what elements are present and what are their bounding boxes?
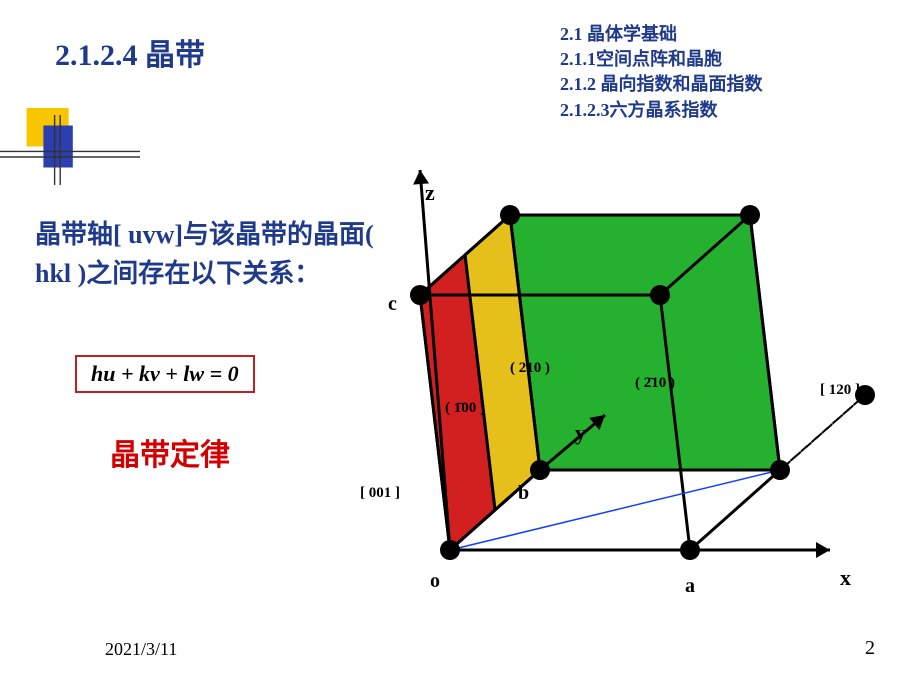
toc-block: 2.1 晶体学基础 2.1.1空间点阵和晶胞 2.1.2 晶向指数和晶面指数 2… <box>560 22 763 123</box>
diagram-label: b <box>518 482 529 505</box>
equation-box: hu + kv + lw = 0 <box>75 355 255 393</box>
diagram-label: c <box>388 293 397 316</box>
law-text: 晶带定律 <box>110 430 230 474</box>
diagram-label: x <box>840 565 851 591</box>
crystal-diagram: zxyoabc( 1̄00 )( 210 )( 2̄10 )[ 001 ][ 1… <box>360 160 900 590</box>
diagram-label: a <box>685 575 695 598</box>
diagram-label: o <box>430 570 440 593</box>
diagram-label: y <box>575 420 586 446</box>
diagram-label: [ 001 ] <box>360 485 400 502</box>
toc-item: 2.1 晶体学基础 <box>560 22 763 47</box>
diagram-label: ( 1̄00 ) <box>445 400 485 417</box>
footer-page-number: 2 <box>865 637 875 660</box>
diagram-label: ( 2̄10 ) <box>635 375 675 392</box>
toc-item: 2.1.1空间点阵和晶胞 <box>560 47 763 72</box>
toc-item: 2.1.2 晶向指数和晶面指数 <box>560 72 763 97</box>
body-text: 晶带轴[ uvw]与该晶带的晶面( hkl )之间存在以下关系： <box>35 215 385 293</box>
diagram-label: [ 120 ] <box>820 382 860 399</box>
diagram-label: z <box>425 180 435 206</box>
footer-date: 2021/3/11 <box>105 639 177 660</box>
section-heading: 2.1.2.4 晶带 <box>55 30 205 74</box>
decorative-graphic <box>0 100 140 200</box>
diagram-label: ( 210 ) <box>510 360 550 377</box>
toc-item: 2.1.2.3六方晶系指数 <box>560 98 763 123</box>
